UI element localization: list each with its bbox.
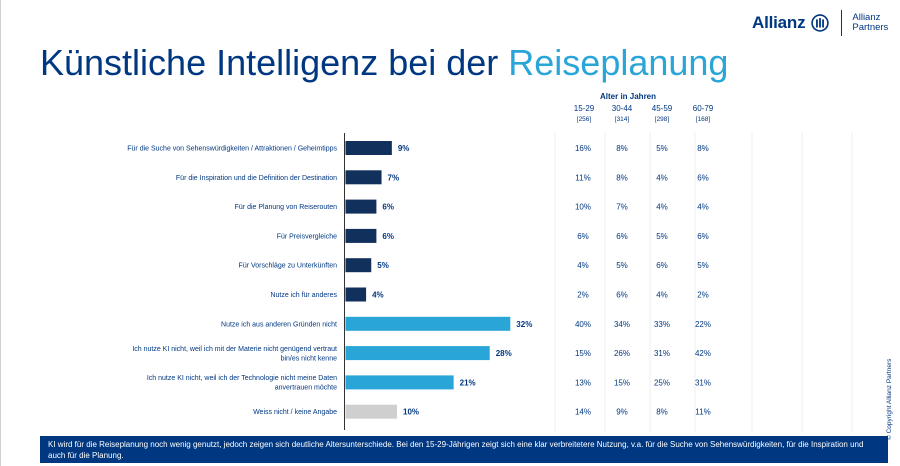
age-value-3-row-1: 5%: [656, 144, 668, 153]
age-value-1-row-4: 6%: [577, 232, 589, 241]
category-label-1: Für die Suche von Sehenswürdigkeiten / A…: [127, 146, 337, 153]
age-col-label-3: 45-59: [651, 104, 673, 113]
age-value-3-row-6: 4%: [656, 291, 668, 300]
age-value-2-row-4: 6%: [616, 232, 628, 241]
partners-line2: Partners: [852, 22, 889, 33]
age-value-2-row-7: 34%: [614, 320, 630, 329]
category-label-3: Für die Planung von Reiserouten: [235, 204, 337, 211]
bar-value-label-10: 10%: [403, 408, 419, 417]
age-value-1-row-10: 14%: [575, 408, 591, 417]
category-label-4: Für Preisvergleiche: [277, 233, 337, 240]
category-label-8-line-2: bin/es nicht kenne: [281, 355, 338, 362]
category-label-5: Für Vorschläge zu Unterkünften: [239, 263, 338, 270]
age-col-n-3: [298]: [654, 116, 670, 123]
bar-9: [345, 375, 454, 390]
bar-value-label-4: 6%: [382, 232, 394, 241]
partners-label: Allianz Partners: [852, 13, 888, 33]
bar-value-label-7: 32%: [516, 320, 532, 329]
bar-5: [345, 258, 372, 273]
age-header: Alter in Jahren: [600, 92, 657, 101]
age-value-3-row-2: 4%: [656, 173, 668, 182]
page-edge-line: [0, 0, 1, 466]
title-accent: Reiseplanung: [508, 42, 729, 83]
age-col-n-2: [314]: [614, 116, 630, 123]
age-value-2-row-2: 8%: [616, 173, 628, 182]
age-value-3-row-10: 8%: [656, 408, 668, 417]
age-col-n-4: [168]: [695, 116, 711, 123]
bar-4: [345, 228, 377, 243]
bar-7: [345, 316, 511, 331]
age-value-4-row-4: 6%: [697, 232, 709, 241]
logo-divider: [841, 10, 843, 36]
category-label-9-line-1: Ich nutze KI nicht, weil ich der Technol…: [147, 375, 337, 382]
footer-summary: KI wird für die Reiseplanung noch wenig …: [40, 436, 888, 463]
bar-value-label-1: 9%: [398, 144, 410, 153]
age-value-2-row-1: 8%: [616, 144, 628, 153]
age-value-3-row-8: 31%: [654, 349, 670, 358]
age-value-1-row-9: 13%: [575, 378, 591, 387]
age-value-3-row-9: 25%: [654, 378, 670, 387]
bar-value-label-8: 28%: [496, 349, 512, 358]
age-col-label-2: 30-44: [611, 104, 633, 113]
category-label-9-line-2: anvertrauen möchte: [275, 385, 337, 392]
allianz-eagle-icon: [811, 14, 830, 32]
age-value-4-row-5: 5%: [697, 261, 709, 270]
age-value-1-row-7: 40%: [575, 320, 591, 329]
age-col-label-4: 60-79: [692, 104, 714, 113]
age-value-1-row-8: 15%: [575, 349, 591, 358]
age-value-1-row-1: 16%: [575, 144, 591, 153]
page-title: Künstliche Intelligenz bei der Reiseplan…: [40, 42, 728, 84]
allianz-logo: Allianz Allianz Partners: [752, 10, 888, 36]
bar-3: [345, 199, 377, 214]
category-label-8-line-1: Ich nutze KI nicht, weil ich mit der Mat…: [132, 346, 337, 353]
title-main: Künstliche Intelligenz bei der: [40, 42, 509, 83]
age-value-2-row-8: 26%: [614, 349, 630, 358]
category-label-2: Für die Inspiration und die Definition d…: [176, 175, 337, 182]
bar-6: [345, 287, 367, 302]
copyright-note: © Copyright Allianz Partners: [886, 358, 893, 440]
bar-2: [345, 170, 382, 185]
age-value-4-row-1: 8%: [697, 144, 709, 153]
age-col-label-1: 15-29: [573, 104, 595, 113]
age-value-2-row-5: 5%: [616, 261, 628, 270]
partners-line1: Allianz: [852, 12, 881, 23]
category-label-6: Nutze ich für anderes: [270, 292, 337, 299]
bar-1: [345, 141, 392, 155]
age-col-n-1: [256]: [576, 116, 592, 123]
age-value-4-row-9: 31%: [695, 378, 711, 387]
bar-value-label-9: 21%: [460, 378, 476, 387]
age-value-4-row-8: 42%: [695, 349, 711, 358]
age-value-4-row-7: 22%: [695, 320, 711, 329]
age-value-3-row-5: 6%: [656, 261, 668, 270]
bar-value-label-2: 7%: [388, 173, 400, 182]
age-value-3-row-3: 4%: [656, 203, 668, 212]
bar-8: [345, 346, 490, 361]
age-value-4-row-6: 2%: [697, 291, 709, 300]
age-value-2-row-6: 6%: [616, 291, 628, 300]
bar-value-label-3: 6%: [382, 203, 394, 212]
bar-10: [345, 404, 397, 419]
age-value-1-row-3: 10%: [575, 203, 591, 212]
category-label-7: Nutze ich aus anderen Gründen nicht: [221, 321, 337, 328]
age-value-1-row-5: 4%: [577, 261, 589, 270]
age-value-3-row-7: 33%: [654, 320, 670, 329]
age-value-2-row-9: 15%: [614, 378, 630, 387]
bar-value-label-6: 4%: [372, 291, 384, 300]
bar-value-label-5: 5%: [377, 261, 389, 270]
age-value-1-row-2: 11%: [575, 173, 590, 182]
age-value-3-row-4: 5%: [656, 232, 668, 241]
age-value-4-row-10: 11%: [695, 408, 710, 417]
age-value-1-row-6: 2%: [577, 291, 589, 300]
age-value-2-row-3: 7%: [616, 203, 628, 212]
age-value-4-row-3: 4%: [697, 203, 709, 212]
brand-name: Allianz: [752, 13, 806, 32]
age-value-2-row-10: 9%: [616, 408, 628, 417]
category-label-10: Weiss nicht / keine Angabe: [253, 409, 337, 416]
age-value-4-row-2: 6%: [697, 173, 709, 182]
